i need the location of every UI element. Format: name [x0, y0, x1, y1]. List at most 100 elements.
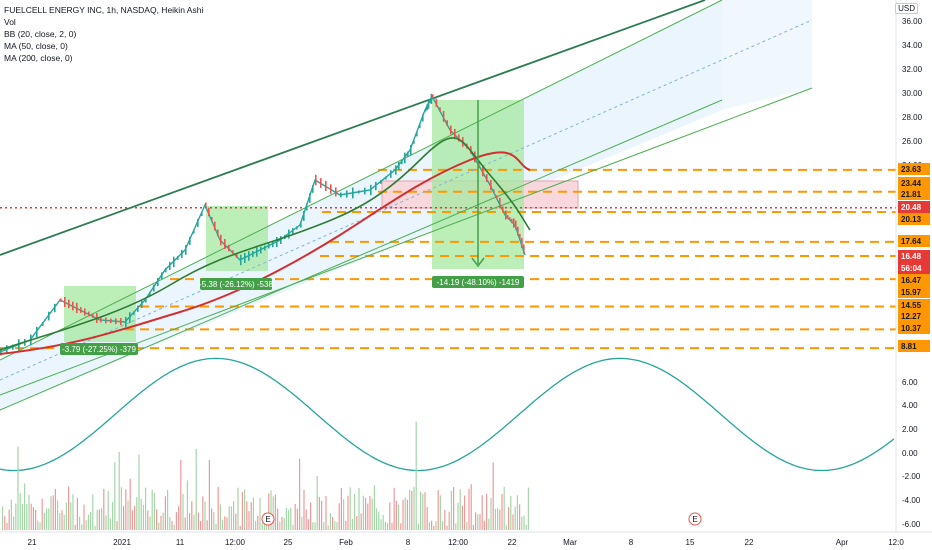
volume-bar [173, 524, 175, 530]
ha-candle [370, 184, 372, 196]
volume-bar [138, 454, 140, 530]
price-tag-bg [898, 188, 930, 200]
ha-candle [425, 108, 427, 112]
volume-bar [105, 515, 107, 530]
ha-candle [185, 245, 187, 255]
volume-bar [358, 488, 360, 530]
volume-bar [107, 490, 109, 530]
time-tick: 22 [745, 538, 754, 547]
volume-bar [281, 517, 283, 530]
volume-bar [32, 507, 34, 530]
volume-bar [85, 520, 87, 530]
price-tag-bg [898, 177, 930, 189]
volume-bar [226, 517, 228, 530]
volume-bar [74, 525, 76, 530]
volume-bar [180, 459, 182, 530]
volume-bar [116, 521, 118, 530]
volume-bar [13, 516, 15, 530]
ha-candle [60, 298, 62, 302]
ha-candle [499, 197, 501, 209]
volume-bar [459, 489, 461, 530]
ha-candle [401, 159, 403, 165]
volume-bar [505, 525, 507, 530]
price-tag: 20.13 [901, 215, 922, 224]
time-tick: 22 [508, 538, 517, 547]
ha-candle [6, 345, 8, 354]
volume-bar [477, 514, 479, 530]
ha-candle [335, 187, 337, 197]
volume-bar [191, 501, 193, 530]
ha-candle [419, 123, 421, 129]
ha-candle [521, 238, 523, 248]
legend-title: FUELCELL ENERGY INC, 1h, NASDAQ, Heikin … [4, 5, 204, 15]
volume-bar [101, 507, 103, 530]
volume-bar [488, 518, 490, 530]
ha-candle [515, 220, 517, 230]
volume-bar [215, 524, 217, 530]
price-tag: 8.81 [901, 342, 917, 351]
ha-candle [18, 339, 20, 351]
volume-bar [288, 510, 290, 530]
volume-bar [475, 512, 477, 530]
volume-bar [367, 503, 369, 530]
volume-bar [8, 509, 10, 530]
volume-bar [164, 496, 166, 530]
volume-bar [431, 520, 433, 530]
volume-bar [222, 519, 224, 530]
volume-bar [512, 514, 514, 530]
volume-bar [259, 497, 261, 530]
ha-candle [224, 239, 226, 249]
volume-bar [369, 496, 371, 530]
legend-ma200[interactable]: MA (200, close, 0) [4, 53, 73, 63]
ha-candle [340, 192, 342, 198]
volume-bar [241, 492, 243, 530]
ha-candle [303, 211, 305, 221]
volume-bar [402, 499, 404, 530]
volume-bar [411, 491, 413, 530]
price-tag-bg [898, 201, 930, 213]
time-tick: 12:0 [888, 538, 904, 547]
volume-bar [404, 497, 406, 530]
price-tag-bg [898, 250, 930, 262]
ha-candle [137, 305, 139, 312]
legend-ma50[interactable]: MA (50, close, 0) [4, 41, 68, 51]
volume-bar [356, 516, 358, 530]
ha-candle [197, 219, 199, 227]
volume-bar [274, 494, 276, 530]
volume-bar [483, 520, 485, 530]
volume-bar [59, 513, 61, 530]
volume-bar [490, 497, 492, 530]
legend-vol[interactable]: Vol [4, 17, 16, 27]
volume-bar [457, 502, 459, 530]
volume-bar [321, 500, 323, 530]
ha-candle [0, 348, 2, 356]
volume-bar [362, 495, 364, 530]
ha-candle [244, 253, 246, 263]
time-tick: 12:00 [448, 538, 469, 547]
ha-candle [454, 128, 456, 140]
volume-bar [442, 521, 444, 530]
volume-bar [415, 421, 417, 530]
volume-bar [112, 502, 114, 530]
volume-bar [343, 499, 345, 530]
volume-bar [72, 494, 74, 530]
volume-bar [87, 514, 89, 530]
ha-candle [100, 317, 102, 323]
time-tick: 8 [629, 538, 634, 547]
ha-candle [380, 180, 382, 184]
ha-candle [120, 318, 122, 326]
currency-label[interactable]: USD [895, 3, 918, 14]
ha-candle [410, 144, 412, 156]
volume-bar [61, 510, 63, 530]
legend-bb[interactable]: BB (20, close, 2, 0) [4, 29, 77, 39]
time-tick: 21 [28, 538, 37, 547]
price-tag-bg [898, 340, 930, 352]
volume-bar [318, 497, 320, 530]
volume-bar [26, 504, 28, 530]
volume-bar [268, 493, 270, 530]
volume-bar [391, 522, 393, 530]
ha-candle [519, 234, 521, 240]
volume-bar [217, 486, 219, 530]
range-label: -3.79 (-27.25%) -379 [62, 345, 136, 354]
